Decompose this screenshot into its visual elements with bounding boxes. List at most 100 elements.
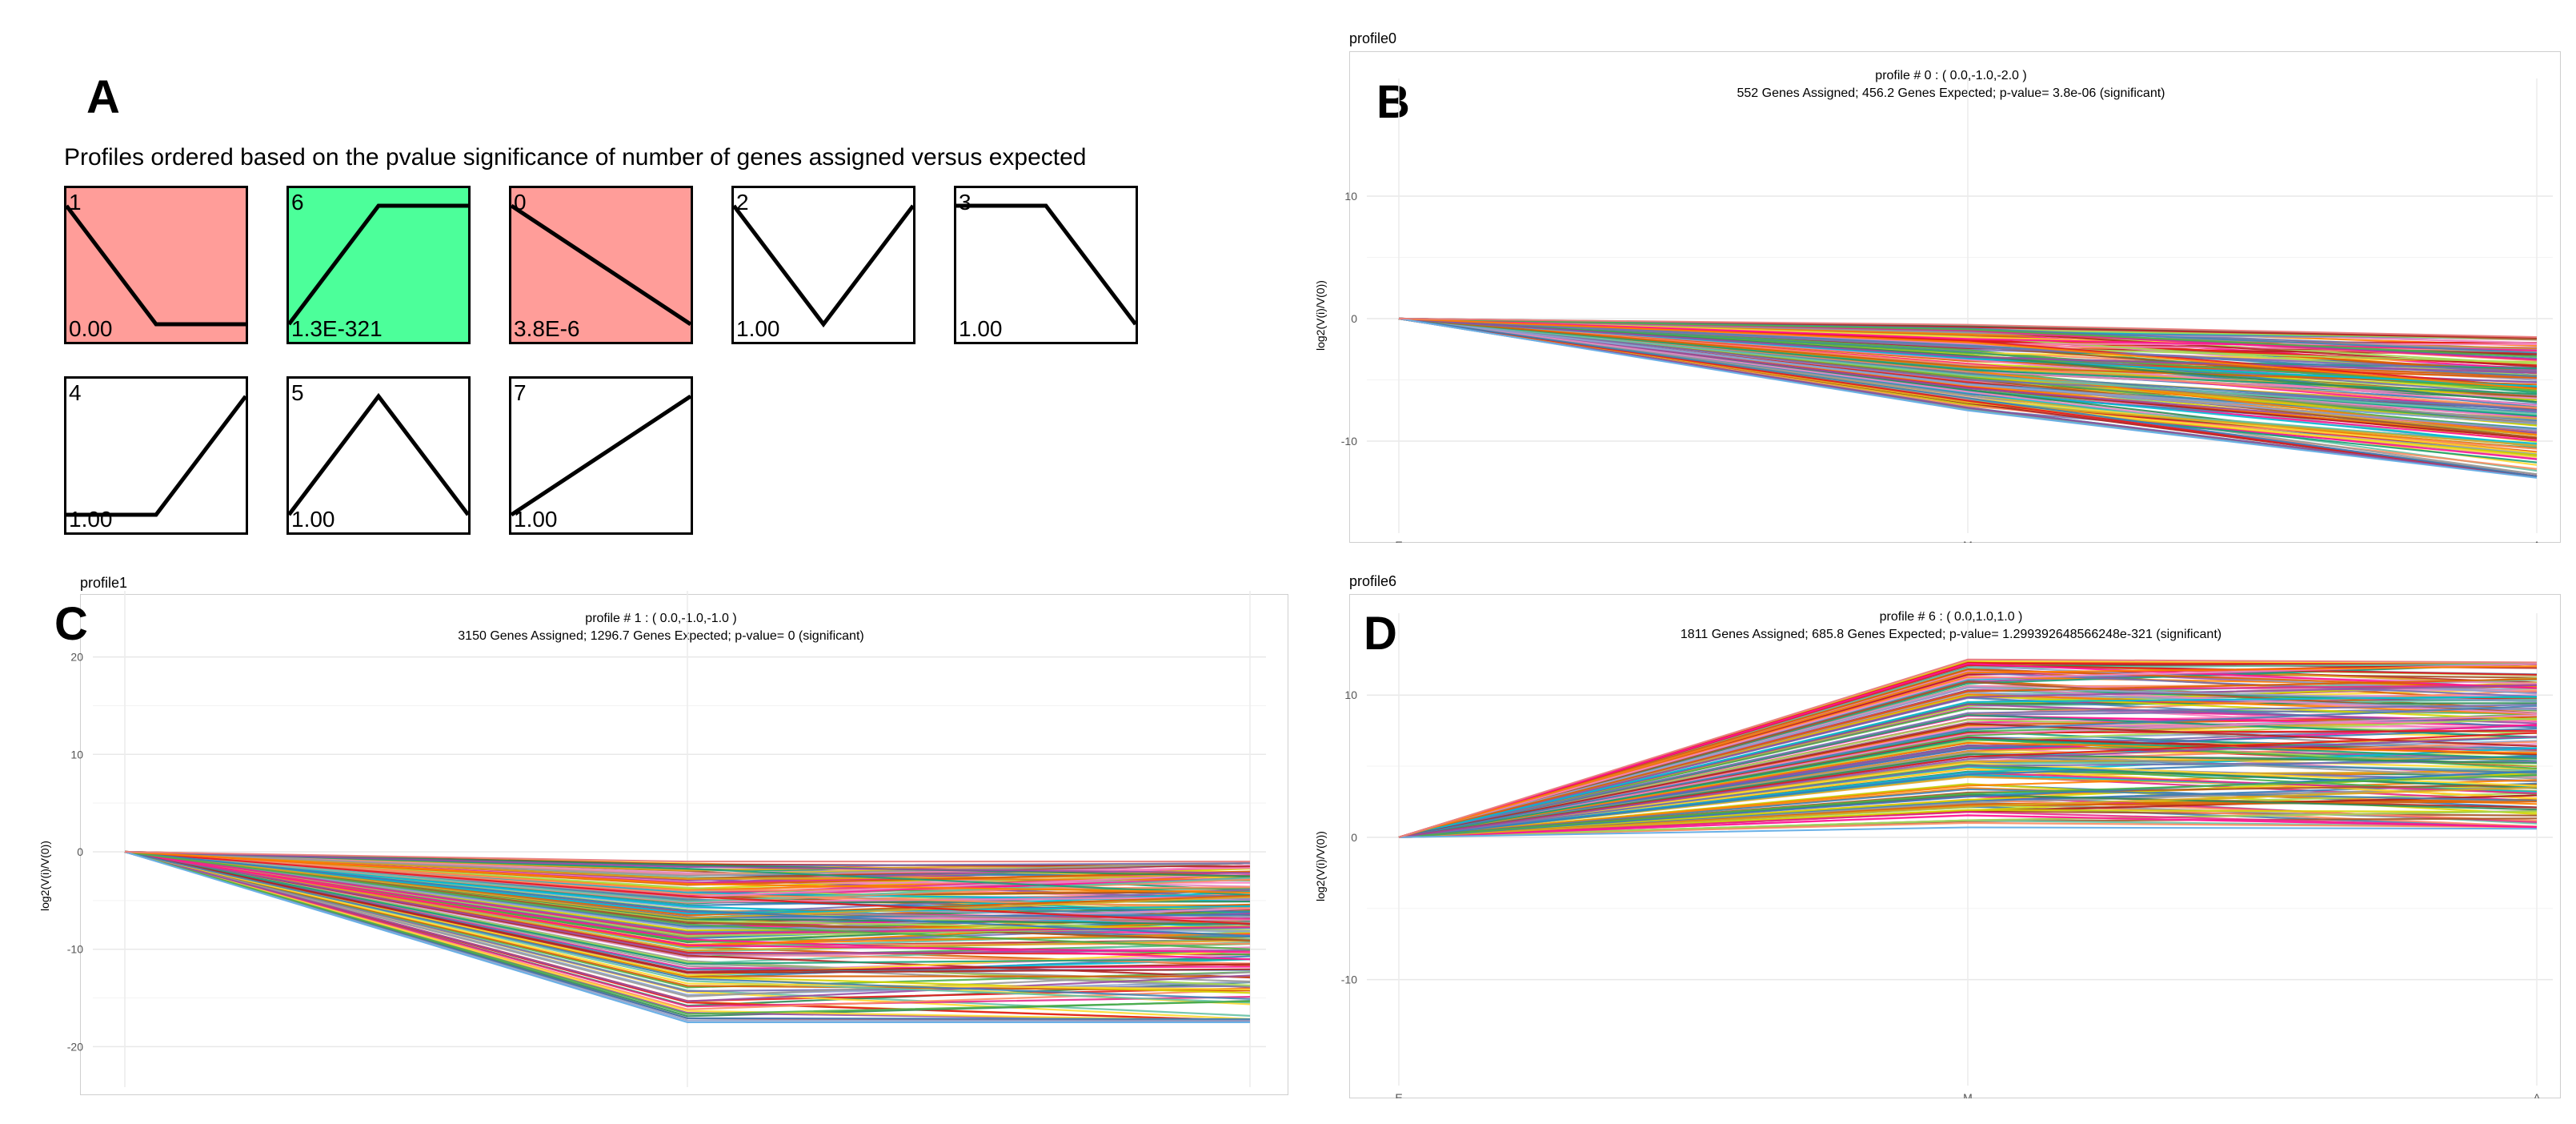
profile-tile-1: 1 0.00 [64,186,248,344]
gene-series-line [124,850,1251,1015]
panel-d-letter: D [1364,608,1397,660]
gene-series-line [1398,770,2538,838]
gene-series-line [1398,705,2538,838]
y-tick-label: 0 [77,845,83,858]
gene-series-line [124,850,1251,1000]
gene-series-line [124,850,1251,877]
x-tick-label: M [683,1093,692,1095]
chart-c-subtitle: 3150 Genes Assigned; 1296.7 Genes Expect… [458,629,864,643]
gene-series-line [1398,736,2538,838]
x-tick-label: A [2533,1091,2541,1098]
gene-series-line [1398,810,2538,839]
profile-pvalue-label: 1.3E-321 [291,316,383,341]
profile-shape-0 [511,203,691,327]
profile-tile-4: 4 1.00 [64,376,248,535]
y-tick-label: 20 [70,651,83,664]
profile-id-label: 1 [69,190,82,215]
profile-id-label: 2 [736,190,749,215]
chart-d-plot-name: profile6 [1349,573,1397,589]
chart-b: profile0 B profile # 0 : ( 0.0,-1.0,-2.0… [1312,30,2561,543]
gene-series-line [1398,760,2538,838]
gene-series-line [1398,737,2538,838]
profile-pvalue-label: 0.00 [69,316,113,341]
profile-pvalue-label: 1.00 [514,507,558,532]
profile-tile-3: 3 1.00 [954,186,1138,344]
gene-series-line [1398,317,2538,358]
chart-d-title: profile # 6 : ( 0.0,1.0,1.0 ) [1879,610,2023,624]
chart-c: profile1 C profile # 1 : ( 0.0,-1.0,-1.0… [32,575,1288,1095]
chart-b-frame [1349,51,2561,543]
y-tick-label: 10 [1344,190,1357,203]
gene-series-line [1398,317,2538,415]
x-tick-label: M [1963,1091,1973,1098]
x-tick-label: A [1246,1093,1254,1095]
gene-series-min-line [1398,826,2538,838]
gene-series-min-line [124,851,1250,1023]
chart-b-subtitle: 552 Genes Assigned; 456.2 Genes Expected… [1737,86,2165,100]
x-tick-label: E [121,1093,128,1095]
panel-c-letter: C [54,598,88,650]
gene-series-line [1398,317,2538,409]
gene-series-line [1398,814,2538,839]
panel-b-letter: B [1376,76,1410,128]
profile-line-7 [511,394,691,517]
gene-series-line [1398,317,2538,460]
profile-pvalue-label: 3.8E-6 [514,316,580,341]
profile-pvalue-label: 1.00 [736,316,780,341]
gene-series-line [124,850,1251,914]
y-tick-label: 10 [1344,688,1357,701]
profile-tile-2: 2 1.00 [731,186,915,344]
gene-series-line [124,850,1251,952]
chart-d-subtitle: 1811 Genes Assigned; 685.8 Genes Expecte… [1680,628,2222,641]
chart-b-title: profile # 0 : ( 0.0,-1.0,-2.0 ) [1875,69,2027,82]
profile-pvalue-label: 1.00 [291,507,335,532]
gene-series-line [1398,774,2538,838]
gene-series-line [124,850,1251,1008]
gene-series-max-line [1398,318,2538,338]
gene-series-line [1398,727,2538,838]
gene-series-line [1398,317,2538,432]
profile-tile-5: 5 1.00 [286,376,471,535]
profile-line-5 [289,392,468,516]
gene-series-line [1398,686,2538,838]
gene-series-max-line [124,851,1250,863]
y-tick-label: -10 [67,943,83,956]
profile-id-label: 7 [514,380,527,405]
profile-line-1 [66,204,246,327]
gene-series-line [124,850,1251,950]
gene-series-line [124,850,1251,929]
profile-id-label: 5 [291,380,304,405]
chart-b-plot-name: profile0 [1349,30,1397,46]
gene-series-line [124,850,1251,937]
gene-series-line [124,850,1251,874]
gene-series-line [124,850,1251,935]
profile-line-6 [289,203,468,326]
chart-d: profile6 D profile # 6 : ( 0.0,1.0,1.0 )… [1312,573,2561,1098]
profile-id-label: 4 [69,380,82,405]
profile-shape-3 [956,203,1136,326]
chart-b-plot: 10 0 -10 E M A [1341,78,2553,543]
y-tick-label: 0 [1351,831,1357,844]
x-tick-label: M [1963,539,1973,543]
panel-a-heading: Profiles ordered based on the pvalue sig… [64,144,1087,171]
gene-series-line [1398,768,2538,838]
profile-shape-5 [289,392,468,516]
profile-line-0 [511,203,691,327]
gene-series-line [1398,668,2538,838]
gene-series-line [124,850,1251,925]
gene-series-line [1398,761,2538,838]
gene-series-line [1398,684,2538,838]
gene-series-line [1398,317,2538,374]
profile-id-label: 3 [959,190,972,215]
y-tick-label: -10 [1341,973,1357,986]
gene-series-line [124,850,1251,998]
gene-series-min-line [1398,318,2538,479]
gene-series-max-line [1398,658,2538,838]
profile-shape-1 [66,204,246,327]
gene-series-line [1398,665,2538,838]
y-tick-label: 10 [70,748,83,761]
gene-series-line [1398,678,2538,838]
y-tick-label: -20 [67,1040,83,1053]
profile-pvalue-label: 1.00 [69,507,113,532]
gene-series-line [124,850,1251,965]
